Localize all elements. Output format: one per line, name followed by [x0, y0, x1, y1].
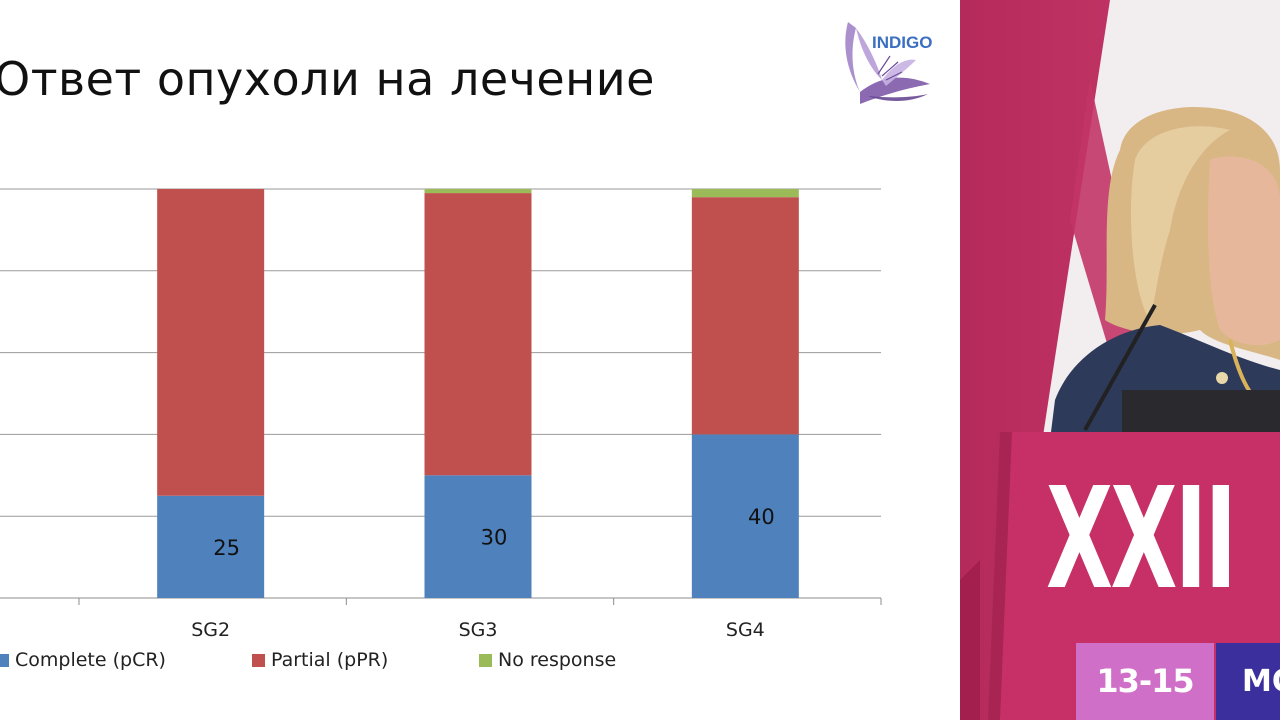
legend-label-no-response: No response	[498, 649, 617, 671]
flower-icon	[845, 22, 930, 104]
legend-swatch-partial	[252, 653, 265, 667]
stacked-bar-chart: 25 SG2 30 SG3 40 SG4	[0, 188, 882, 641]
legend-swatch-complete	[0, 653, 9, 667]
legend-item-no-response: No response	[479, 649, 616, 671]
indigo-logo: INDIGO	[845, 22, 932, 104]
slide-title: Ответ опухоли на лечение	[0, 52, 655, 106]
legend-item-complete: Complete (pCR)	[0, 649, 166, 671]
data-label: 30	[481, 526, 508, 550]
legend-item-partial: Partial (pPR)	[252, 649, 388, 671]
event-city-banner: МОС	[1216, 643, 1280, 720]
category-label: SG2	[191, 619, 230, 641]
data-label: 40	[748, 505, 775, 529]
legend-label-complete: Complete (pCR)	[15, 649, 166, 671]
bar-complete-sg2	[157, 495, 265, 598]
presentation-slide: Ответ опухоли на лечение INDIGO 25 SG2 30 S…	[0, 22, 933, 671]
category-label: SG4	[726, 619, 765, 641]
bar-partial-sg4	[691, 197, 799, 435]
stage-background	[960, 0, 1280, 720]
bar-no-sg3	[424, 189, 532, 194]
bar-complete-sg3	[424, 475, 532, 598]
legend-label-partial: Partial (pPR)	[271, 649, 389, 671]
bar-complete-sg4	[691, 434, 799, 598]
bar-no-sg4	[691, 189, 799, 198]
event-date-banner: 13-15	[1076, 643, 1214, 720]
legend-swatch-no-response	[479, 653, 492, 667]
podium-sign: XXII	[1046, 458, 1237, 621]
logo-text: INDIGO	[872, 33, 932, 52]
category-label: SG3	[459, 619, 498, 641]
bar-partial-sg2	[157, 189, 265, 496]
data-label: 25	[213, 536, 240, 560]
bar-partial-sg3	[424, 193, 532, 476]
